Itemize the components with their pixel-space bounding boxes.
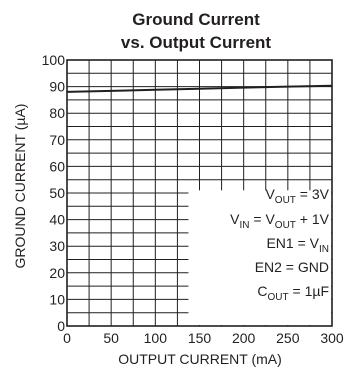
y-tick-label: 70	[49, 132, 65, 148]
annotation-background	[188, 190, 331, 325]
chart-title-line-2: vs. Output Current	[121, 33, 272, 52]
annotation-line: EN2 = GND	[255, 259, 329, 275]
y-tick-label: 90	[49, 79, 65, 95]
x-tick-label: 200	[232, 330, 256, 346]
plot-border	[66, 59, 333, 327]
x-tick-label: 100	[144, 330, 168, 346]
y-tick-label: 40	[49, 212, 65, 228]
x-tick-label: 300	[320, 330, 344, 346]
annotation-box: VOUT = 3V VIN = VOUT + 1V EN1 = VIN EN2 = G…	[188, 186, 331, 325]
y-tick-label: 50	[49, 185, 65, 201]
x-tick-label: 50	[103, 330, 119, 346]
x-tick-label: 0	[63, 330, 71, 346]
x-axis-label: OUTPUT CURRENT (mA)	[118, 351, 282, 367]
series-line	[66, 84, 333, 93]
y-tick-label: 0	[57, 318, 65, 334]
annotation-line: VIN = VOUT + 1V	[230, 211, 329, 231]
chart-title-line-1: Ground Current	[132, 10, 260, 29]
x-tick-label: 150	[188, 330, 212, 346]
series-layer	[66, 84, 333, 93]
x-tick-label: 250	[276, 330, 300, 346]
y-tick-label: 60	[49, 158, 65, 174]
y-tick-label: 100	[42, 52, 66, 68]
annotation-line: VOUT = 3V	[265, 186, 329, 206]
y-tick-label: 10	[49, 291, 65, 307]
y-axis-label: GROUND CURRENT (µA)	[12, 104, 28, 269]
tick-labels: 0 10 20 30 40 50 60 70 80 90 100 0 50 100 150 200 250 300	[42, 52, 344, 346]
y-tick-label: 80	[49, 105, 65, 121]
y-tick-label: 30	[49, 238, 65, 254]
annotation-line: COUT = 1µF	[257, 283, 329, 303]
annotation-line: EN1 = VIN	[266, 235, 329, 255]
y-tick-label: 20	[49, 265, 65, 281]
